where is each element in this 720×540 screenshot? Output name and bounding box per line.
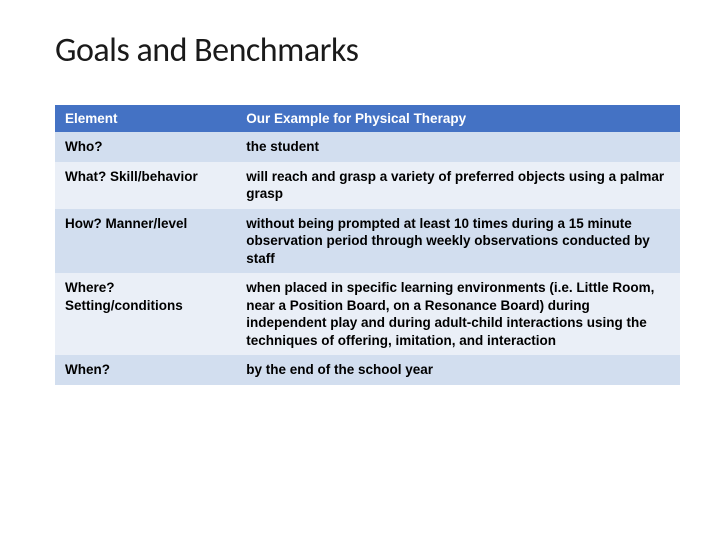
cell-example: will reach and grasp a variety of prefer… — [236, 162, 680, 209]
col-header-element: Element — [55, 105, 236, 132]
cell-element: Where? Setting/conditions — [55, 273, 236, 355]
slide: Goals and Benchmarks Element Our Example… — [0, 0, 720, 540]
cell-element: How? Manner/level — [55, 209, 236, 274]
slide-title: Goals and Benchmarks — [55, 30, 680, 71]
table-row: Who? the student — [55, 132, 680, 162]
table-row: How? Manner/level without being prompted… — [55, 209, 680, 274]
cell-element: Who? — [55, 132, 236, 162]
table-row: Where? Setting/conditions when placed in… — [55, 273, 680, 355]
cell-example: when placed in specific learning environ… — [236, 273, 680, 355]
col-header-example: Our Example for Physical Therapy — [236, 105, 680, 132]
table-row: What? Skill/behavior will reach and gras… — [55, 162, 680, 209]
cell-example: without being prompted at least 10 times… — [236, 209, 680, 274]
cell-element: When? — [55, 355, 236, 385]
table-row: When? by the end of the school year — [55, 355, 680, 385]
goals-table: Element Our Example for Physical Therapy… — [55, 105, 680, 385]
cell-element: What? Skill/behavior — [55, 162, 236, 209]
table-header-row: Element Our Example for Physical Therapy — [55, 105, 680, 132]
cell-example: the student — [236, 132, 680, 162]
cell-example: by the end of the school year — [236, 355, 680, 385]
